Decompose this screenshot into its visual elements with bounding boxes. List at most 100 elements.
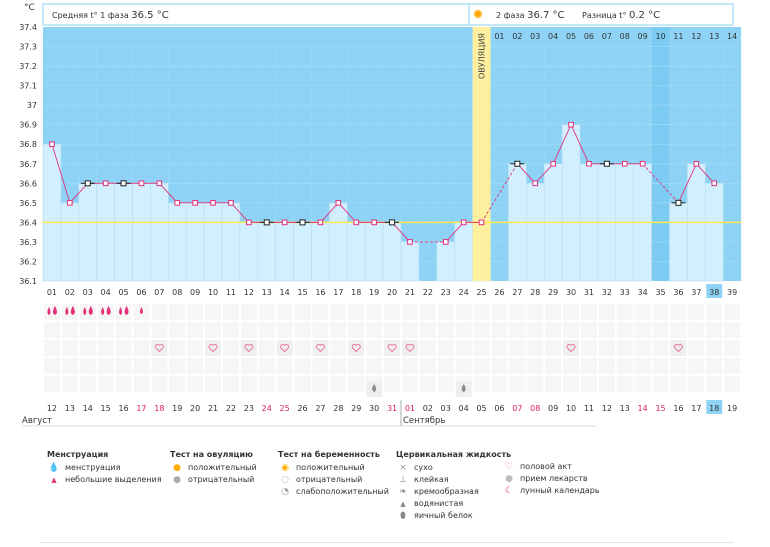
symptom-cell <box>151 304 168 320</box>
cycle-day-label: 15 <box>297 288 307 297</box>
symptom-cell <box>724 358 741 374</box>
calendar-date-label: 05 <box>476 404 486 413</box>
test-positive-icon: ◉ <box>281 463 289 473</box>
symptom-cell <box>545 340 562 356</box>
symptom-cell <box>581 358 597 374</box>
creamy-icon: ❧ <box>399 487 407 497</box>
cycle-day-label: 26 <box>494 288 504 297</box>
cycle-day-label: 33 <box>620 288 630 297</box>
calendar-date-label: 20 <box>190 404 200 413</box>
symptom-cell <box>169 340 186 356</box>
temperature-line <box>320 202 339 223</box>
temperature-bar <box>669 202 688 282</box>
symptom-cell <box>115 358 132 374</box>
symptom-cell <box>509 376 526 392</box>
symptom-cell <box>384 322 400 338</box>
temperature-bar <box>704 183 724 282</box>
drops-icon <box>70 306 75 315</box>
symptom-cell <box>598 304 615 320</box>
temperature-bar <box>203 202 223 282</box>
temperature-bar <box>293 222 312 282</box>
symptom-cell <box>312 322 329 338</box>
cycle-day-label: 31 <box>584 288 594 297</box>
symptom-cell <box>61 304 78 320</box>
temperature-point <box>711 180 718 187</box>
cycle-day-label: 29 <box>548 288 558 297</box>
y-tick-label: 37.4 <box>19 23 37 32</box>
top-day-label: 01 <box>494 32 504 41</box>
temperature-line <box>69 183 89 204</box>
symptom-cell <box>79 358 96 374</box>
symptom-cell <box>455 322 472 338</box>
watery-icon: ▲ <box>400 500 406 508</box>
cycle-day-label: 01 <box>47 288 57 297</box>
symptom-cell <box>437 376 454 392</box>
cycle-day-label: 36 <box>673 288 683 297</box>
legend-item: ☾ лунный календарь <box>502 485 600 497</box>
symptom-cell <box>509 340 526 356</box>
symptom-cell <box>312 358 329 374</box>
cycle-day-label: 17 <box>333 288 343 297</box>
x-axis: 01 02 03 04 05 06 07 08 09 10 11 12 13 14 15 16 17 18 19 20… <box>47 284 737 298</box>
symptom-cell <box>581 376 597 392</box>
temperature-point <box>156 180 163 187</box>
y-tick-label: 37.1 <box>19 82 37 91</box>
legend-title: Менструация <box>47 450 109 459</box>
symptom-cell <box>545 376 562 392</box>
symptom-cell <box>616 322 633 338</box>
test-negative-icon: ○ <box>281 475 289 485</box>
calendar-date-label: 13 <box>65 404 75 413</box>
temperature-bar <box>346 222 366 282</box>
symptom-cell <box>330 322 347 338</box>
symptom-cell <box>437 340 454 356</box>
symptom-cell <box>724 322 741 338</box>
symptom-cell <box>240 322 257 338</box>
symptom-cell <box>79 322 96 338</box>
symptom-cell <box>366 358 383 374</box>
temperature-point <box>84 180 91 187</box>
symptom-cell <box>527 376 544 392</box>
symptom-cell <box>437 322 454 338</box>
symptom-cell <box>276 376 293 392</box>
symptom-cell <box>563 376 579 392</box>
legend-item: × сухо <box>396 462 511 474</box>
symptom-cell <box>276 322 293 338</box>
symptom-cell <box>652 358 669 374</box>
symptom-cell <box>545 358 562 374</box>
symptom-cell <box>581 304 597 320</box>
symptom-cell <box>491 340 508 356</box>
symptom-cell <box>706 376 723 392</box>
y-tick-label: 37 <box>27 101 37 110</box>
temperature-point <box>174 200 181 206</box>
temperature-point <box>550 160 556 167</box>
symptom-cell <box>384 358 400 374</box>
symptom-cell <box>205 322 221 338</box>
symptom-cell <box>419 376 436 392</box>
temperature-point <box>246 219 252 226</box>
symptom-cell <box>151 322 168 338</box>
calendar-date-label: 03 <box>441 404 451 413</box>
symptom-cell <box>402 304 418 320</box>
symptom-cell <box>688 376 705 392</box>
cycle-day-label: 35 <box>655 288 665 297</box>
symptom-cell <box>634 358 651 374</box>
legend-item: ◉ положительный <box>278 462 389 474</box>
symptom-cell <box>79 340 96 356</box>
y-tick-label: 36.1 <box>19 277 37 286</box>
legend-other: ♡ половой акт ● прием лекарств ☾ лунный … <box>502 461 600 497</box>
temperature-line <box>391 222 411 243</box>
top-day-label: 03 <box>530 32 540 41</box>
symptom-cell <box>276 304 293 320</box>
cycle-day-label: 28 <box>530 288 540 297</box>
cycle-day-label: 32 <box>602 288 612 297</box>
heart-cell <box>240 340 257 356</box>
temperature-line <box>230 202 250 223</box>
symptom-cell <box>670 304 687 320</box>
symptom-cell <box>61 358 78 374</box>
month-label: Август <box>22 416 52 426</box>
symptom-cell <box>473 322 490 338</box>
legend-menstruation: Менструация 💧 менструация ▲ небольшие вы… <box>47 449 162 486</box>
phase2-label: 2 фаза 36.7 °C <box>496 10 565 21</box>
symptom-cell <box>491 358 508 374</box>
cycle-day-label: 37 <box>691 288 701 297</box>
